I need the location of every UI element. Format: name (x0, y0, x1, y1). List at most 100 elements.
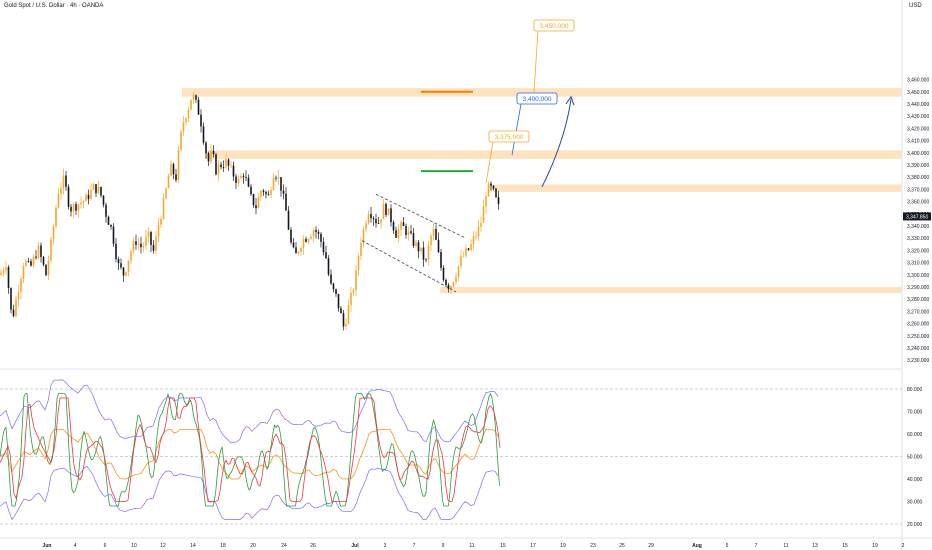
candle-body (450, 286, 452, 289)
candle (247, 174, 250, 188)
time-tick-label: 7 (413, 543, 416, 549)
candle (240, 173, 242, 180)
candle-body (2, 270, 5, 273)
candle (197, 96, 200, 115)
candle (492, 184, 495, 191)
candle (342, 309, 345, 331)
candle-body (162, 198, 165, 219)
candle-body (432, 229, 435, 236)
candle (2, 267, 5, 277)
candle-body (87, 194, 90, 200)
candle (330, 269, 332, 285)
candle (400, 220, 402, 237)
candle-body (462, 255, 465, 257)
candle (190, 99, 192, 111)
candle-body (70, 206, 72, 212)
candle-body (272, 177, 275, 191)
candle (12, 304, 15, 318)
candle-body (295, 247, 297, 254)
candle-body (392, 222, 395, 231)
candle (260, 189, 262, 201)
time-tick-label: 18 (220, 543, 226, 549)
candle-body (355, 270, 357, 290)
candle (462, 251, 465, 258)
candle-body (445, 279, 447, 285)
candle-body (192, 95, 195, 100)
price-tick-label: 3,310.000 (907, 261, 929, 267)
candle-body (280, 177, 282, 191)
candle (55, 204, 57, 229)
candle-body (367, 214, 370, 224)
candle (302, 235, 305, 255)
candle-body (95, 184, 97, 194)
candle (232, 161, 235, 181)
candle (235, 173, 237, 190)
candle-body (457, 266, 460, 277)
candle (20, 275, 22, 299)
candle (450, 285, 452, 294)
candle (25, 259, 27, 268)
candle-body (212, 150, 215, 155)
candle-body (220, 164, 222, 168)
time-tick-label: 4 (74, 543, 77, 549)
currency-label[interactable]: USD (909, 3, 922, 9)
candle (392, 220, 395, 234)
candle (32, 254, 35, 269)
candle-body (487, 183, 490, 197)
candle-body (50, 239, 52, 261)
candle-body (370, 214, 372, 219)
price-tick-label: 3,330.000 (907, 236, 929, 242)
candle-body (225, 159, 227, 168)
candle-body (460, 256, 462, 267)
price-tick-label: 3,430.000 (907, 114, 929, 120)
candle (175, 168, 177, 183)
candle-body (465, 248, 467, 256)
time-tick-label: 15 (500, 543, 506, 549)
candle (272, 173, 275, 191)
candle-body (427, 245, 430, 260)
candle-body (117, 259, 120, 264)
candle (145, 229, 147, 250)
candle-body (182, 122, 185, 132)
candle-body (482, 206, 485, 223)
price-tick-label: 3,380.000 (907, 175, 929, 181)
level-callout-box (533, 19, 575, 32)
candle-body (292, 242, 295, 248)
candle (27, 257, 30, 263)
candle-body (287, 210, 290, 230)
candle (467, 247, 470, 251)
price-zone (440, 287, 902, 294)
candle (200, 109, 202, 133)
time-tick-label: 10 (131, 543, 137, 549)
price-axis: 3,460.000 3,450.000 3,440.000 3,430.000 3,42… (903, 78, 931, 528)
candle-body (490, 183, 492, 186)
candle (220, 161, 222, 170)
time-axis: Jun 4 6 10 12 14 18 20 24 26 Jul 3 7 9 11 15 17 19 23 25 29 A… (43, 543, 905, 549)
candle-body (430, 235, 432, 246)
price-zone (182, 88, 902, 97)
candle-body (45, 264, 47, 276)
bollinger-lower-line (0, 465, 499, 521)
candle-body (177, 149, 180, 181)
candle (155, 230, 157, 255)
symbol-title[interactable]: Gold Spot / U.S. Dollar · 4h · OANDA (4, 3, 104, 9)
candle (310, 233, 312, 240)
candle-body (205, 142, 207, 154)
candle (117, 256, 120, 271)
candle (65, 170, 67, 191)
osc-tick-label: 50.000 (907, 455, 923, 461)
candle-body (340, 308, 342, 314)
price-zones (182, 88, 902, 294)
candle-body (82, 201, 85, 203)
candle-body (467, 248, 470, 250)
candle (460, 249, 462, 270)
candle (102, 195, 105, 208)
candle (382, 199, 385, 220)
candle-body (137, 243, 140, 245)
price-tick-label: 3,420.000 (907, 126, 929, 132)
candle-body (455, 276, 457, 283)
time-tick-label: 20 (250, 543, 256, 549)
time-tick-label: 11 (469, 543, 474, 549)
oscillator-panel (0, 379, 902, 525)
